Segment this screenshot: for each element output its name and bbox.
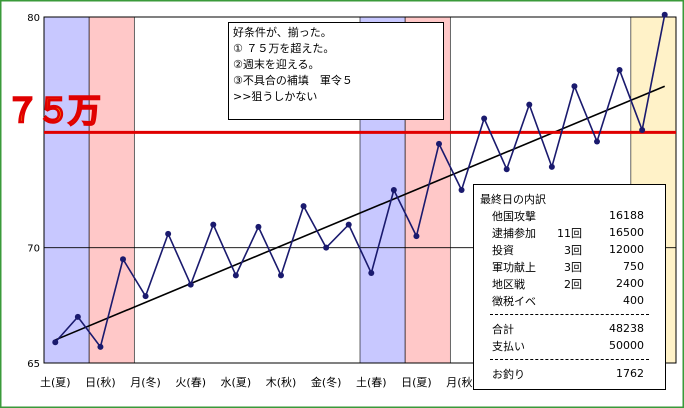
change-label: お釣り [492,367,525,381]
data-point [571,83,578,90]
data-point [661,11,668,18]
data-point [436,140,442,147]
breakdown-separator-2 [490,359,649,360]
breakdown-item-value: 2400 [616,277,644,290]
data-point [97,343,104,350]
breakdown-item-value: 16188 [609,209,644,222]
axes: 65 70 80 土(夏) 日(秋) 月(冬) 火(春) 水(夏) 木(秋) 金(冬) 土(春) 日(… [27,13,477,389]
breakdown-item-row: 軍功献上 3回 750 [480,258,659,275]
breakdown-item-count: 2回 [564,277,582,291]
data-point [120,256,126,263]
data-point [52,339,59,346]
x-tick-label: 土(夏) [40,376,71,389]
breakdown-separator [490,314,649,315]
breakdown-item-value: 750 [623,260,644,273]
breakdown-payment-row: 支払い 50000 [480,337,659,354]
data-point [278,272,284,279]
y-tick-label: 70 [27,244,40,255]
breakdown-item-value: 12000 [609,243,644,256]
data-point [255,223,262,230]
annotation-line: ① ７５万を超えた。 [233,42,335,55]
x-tick-label: 日(秋) [85,375,116,389]
breakdown-total-row: 合計 48238 [480,320,659,337]
x-tick-label: 日(夏) [401,376,432,389]
data-point [165,230,172,237]
data-point [639,127,646,134]
data-point [503,166,510,173]
x-tick-label: 火(春) [175,376,206,389]
data-point [594,138,600,145]
x-tick-label: 水(夏) [221,376,252,389]
series-layer [44,11,676,350]
breakdown-item-value: 400 [623,294,644,307]
data-point [232,272,239,279]
series-line [54,14,666,349]
data-point [548,163,555,170]
data-point [458,187,465,193]
data-point [74,313,81,320]
breakdown-item-row: 投資 3回 12000 [480,241,659,258]
annotation-line: >>狙うしかない [233,90,318,103]
breakdown-item-count: 3回 [564,243,582,257]
change-value: 1762 [616,367,644,380]
target-marker-label: ７５万 [5,90,102,131]
data-point [413,233,420,240]
breakdown-item-row: 他国攻撃 16188 [480,207,659,224]
band-pink-1 [88,16,135,364]
payment-label: 支払い [492,339,525,353]
breakdown-item-value: 16500 [609,226,644,239]
annotation-box: 好条件が、揃った。 ① ７５万を超えた。 ②週末を迎える。 ③不具合の補填 軍令５ >>… [228,22,444,120]
data-point [616,67,623,74]
breakdown-title: 最終日の内訳 [480,192,546,206]
breakdown-change-row: お釣り 1762 [480,365,659,382]
data-point [142,293,149,300]
data-point [210,221,217,228]
breakdown-item-label: 他国攻撃 [492,209,536,223]
breakdown-item-row: 地区戦 2回 2400 [480,275,659,292]
total-value: 48238 [609,322,644,335]
breakdown-item-label: 軍功献上 [492,260,536,274]
data-point [300,203,307,210]
breakdown-item-label: 投資 [492,243,514,257]
x-tick-label: 月(冬) [130,375,161,389]
breakdown-item-label: 逮捕参加 [492,226,536,240]
data-point [481,115,488,122]
data-point [345,221,352,228]
x-tick-label: 月(秋) [446,375,477,389]
total-label: 合計 [492,322,514,336]
breakdown-box: 最終日の内訳 他国攻撃 16188 逮捕参加 11回 16500 投資 3回 12000 軍功献… [473,184,666,390]
breakdown-items: 他国攻撃 16188 逮捕参加 11回 16500 投資 3回 12000 軍功献上 3回 750 地… [480,207,659,309]
breakdown-item-count: 3回 [564,260,582,274]
breakdown-item-row: 徴税イベ 400 [480,292,659,309]
breakdown-item-label: 徴税イベ [492,294,536,308]
payment-value: 50000 [609,339,644,352]
x-tick-label: 土(春) [356,376,387,389]
data-point [323,244,330,251]
x-tick-label: 金(冬) [311,375,342,389]
annotation-line: 好条件が、揃った。 [233,26,332,39]
data-point [526,101,533,108]
x-tick-label: 木(秋) [266,375,297,389]
breakdown-item-row: 逮捕参加 11回 16500 [480,224,659,241]
annotation-line: ②週末を迎える。 [233,58,320,71]
data-point [187,281,194,288]
breakdown-item-label: 地区戦 [492,277,525,291]
band-blue-0 [43,16,90,364]
data-point [368,270,375,277]
annotation-line: ③不具合の補填 軍令５ [233,74,353,87]
plot-area [43,16,677,364]
y-tick-label: 80 [27,13,40,24]
breakdown-item-count: 11回 [557,226,582,240]
data-point [390,187,397,193]
y-tick-label: 65 [27,359,40,370]
